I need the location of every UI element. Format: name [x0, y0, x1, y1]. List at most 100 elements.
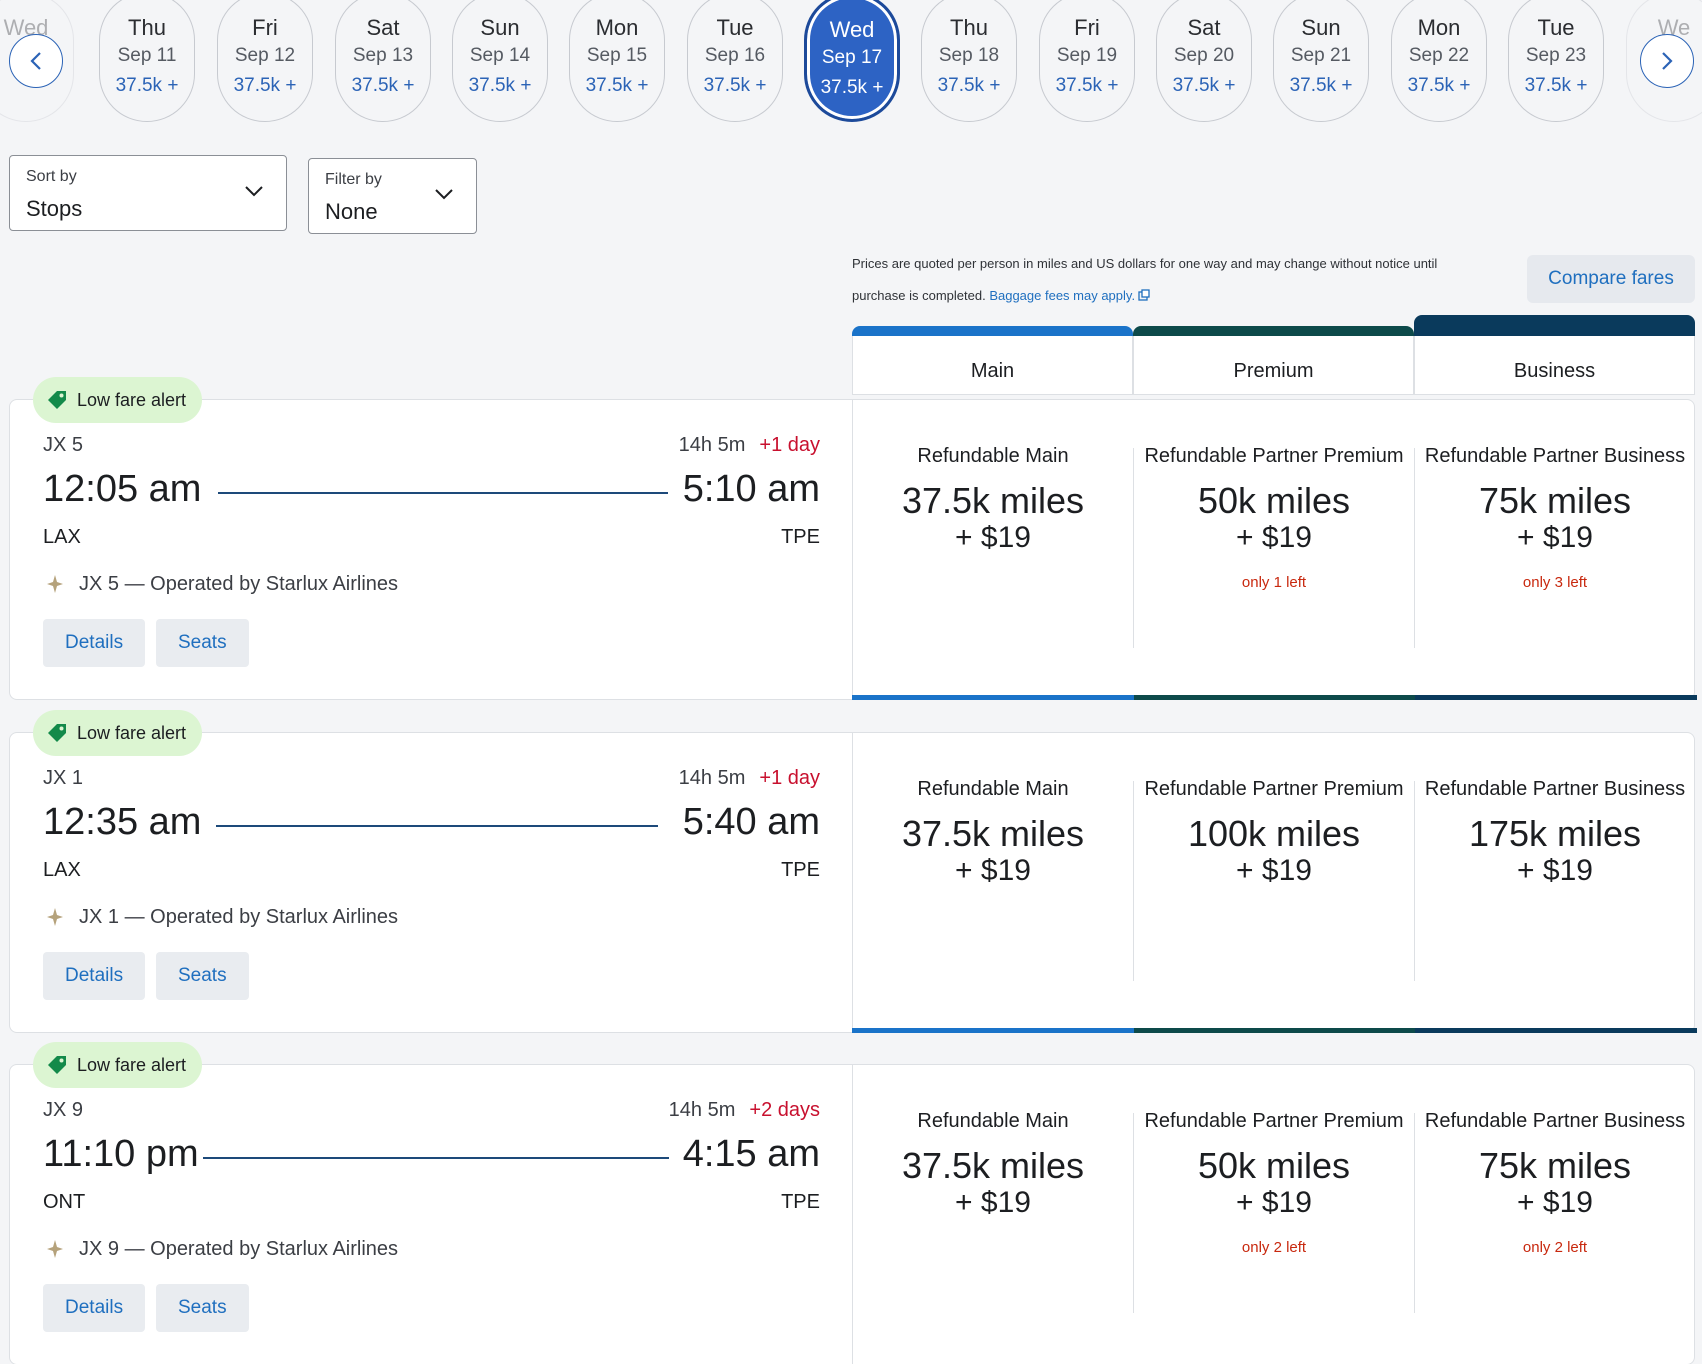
filter-by-select[interactable]: Filter by None	[308, 158, 477, 234]
fare-tax: + $19	[1236, 1186, 1312, 1219]
date-pill-price: 37.5k +	[937, 75, 1001, 96]
date-pill[interactable]: Thu Sep 18 37.5k +	[921, 0, 1017, 122]
fare-main[interactable]: Refundable Main 37.5k miles + $19	[853, 773, 1133, 889]
chevron-down-icon	[245, 186, 263, 197]
fare-options-card: Refundable Main 37.5k miles + $19 Refund…	[852, 399, 1697, 700]
cabin-header-main[interactable]: Main	[852, 326, 1133, 395]
fare-name: Refundable Partner Premium	[1144, 445, 1404, 467]
flight-duration: 14h 5m +2 days	[669, 1099, 820, 1122]
fare-name: Refundable Main	[917, 445, 1069, 467]
date-pill[interactable]: Mon Sep 22 37.5k +	[1391, 0, 1487, 122]
fare-premium[interactable]: Refundable Partner Premium 50k miles + $…	[1134, 440, 1414, 591]
operated-by: JX 5 — Operated by Starlux Airlines	[43, 572, 398, 596]
cabin-header-label: Premium	[1233, 360, 1314, 382]
date-pill-price: 37.5k +	[1289, 75, 1353, 96]
baggage-fees-link[interactable]: Baggage fees may apply.	[989, 288, 1150, 303]
date-pill-price: 37.5k +	[1407, 75, 1471, 96]
date-pill-price: 37.5k +	[468, 75, 532, 96]
seats-left: only 2 left	[1241, 1239, 1307, 1256]
flight-info-card: JX 5 14h 5m +1 day 12:05 am 5:10 am LAX T…	[9, 399, 853, 700]
sort-by-select[interactable]: Sort by Stops	[9, 155, 287, 231]
date-pill-price: 37.5k +	[820, 77, 884, 98]
date-pill[interactable]: Sun Sep 21 37.5k +	[1273, 0, 1369, 122]
next-dates-button[interactable]	[1640, 34, 1694, 88]
date-pill[interactable]: Sat Sep 13 37.5k +	[335, 0, 431, 122]
fare-tax: + $19	[955, 521, 1031, 554]
external-link-icon	[1138, 289, 1150, 301]
date-pill-price: 37.5k +	[1055, 75, 1119, 96]
sort-by-label: Sort by	[26, 168, 77, 185]
seats-button[interactable]: Seats	[156, 1284, 249, 1332]
departure-time: 11:10 pm	[43, 1133, 199, 1175]
fare-divider	[1414, 1113, 1415, 1313]
date-pill-selected[interactable]: Wed Sep 17 37.5k +	[804, 0, 900, 122]
fare-premium[interactable]: Refundable Partner Premium 100k miles + …	[1134, 773, 1414, 889]
date-pill[interactable]: Thu Sep 11 37.5k +	[99, 0, 195, 122]
filter-by-value: None	[325, 199, 378, 224]
fare-main[interactable]: Refundable Main 37.5k miles + $19	[853, 1105, 1133, 1221]
fare-divider	[1414, 448, 1415, 648]
compare-fares-button[interactable]: Compare fares	[1527, 255, 1695, 303]
date-pill-dow: Sat	[1187, 15, 1221, 40]
date-pill-date: Sep 21	[1290, 45, 1352, 66]
date-pill[interactable]: Sat Sep 20 37.5k +	[1156, 0, 1252, 122]
seats-button[interactable]: Seats	[156, 619, 249, 667]
details-button[interactable]: Details	[43, 619, 146, 667]
date-pill-dow: Wed	[829, 17, 875, 42]
seats-left: only 1 left	[1241, 574, 1307, 591]
date-pill-date: Sep 13	[352, 45, 414, 66]
starlux-logo-icon	[47, 1240, 63, 1258]
seats-button[interactable]: Seats	[156, 952, 249, 1000]
cabin-color-bar	[852, 1028, 1134, 1033]
arrival-airport: TPE	[781, 859, 820, 881]
sort-by-value: Stops	[26, 196, 83, 221]
date-pill-date: Sep 17	[821, 47, 883, 68]
cabin-color-bar	[852, 695, 1134, 700]
details-button[interactable]: Details	[43, 1284, 146, 1332]
cabin-header-business[interactable]: Business	[1414, 315, 1695, 395]
date-pill-date: Sep 19	[1056, 45, 1118, 66]
departure-time: 12:05 am	[43, 468, 202, 510]
date-pill[interactable]: Tue Sep 16 37.5k +	[687, 0, 783, 122]
prev-dates-button[interactable]	[9, 34, 63, 88]
cabin-header-premium[interactable]: Premium	[1133, 326, 1414, 395]
flight-info-card: JX 1 14h 5m +1 day 12:35 am 5:40 am LAX T…	[9, 732, 853, 1033]
arrival-time: 5:40 am	[682, 801, 820, 843]
fare-divider	[1133, 448, 1134, 648]
date-pill-dow: Mon	[595, 15, 639, 40]
chevron-left-icon	[30, 52, 41, 70]
arrival-time: 5:10 am	[682, 468, 820, 510]
day-offset: +1 day	[759, 767, 820, 789]
date-pill[interactable]: Mon Sep 15 37.5k +	[569, 0, 665, 122]
fare-business[interactable]: Refundable Partner Business 175k miles +…	[1415, 773, 1695, 889]
fare-main[interactable]: Refundable Main 37.5k miles + $19	[853, 440, 1133, 556]
departure-time: 12:35 am	[43, 801, 202, 843]
fare-business[interactable]: Refundable Partner Business 75k miles + …	[1415, 440, 1695, 591]
arrival-time: 4:15 am	[682, 1133, 820, 1175]
cabin-header-label: Business	[1513, 360, 1596, 382]
date-pill[interactable]: Fri Sep 19 37.5k +	[1039, 0, 1135, 122]
date-pill[interactable]: Fri Sep 12 37.5k +	[217, 0, 313, 122]
fare-name: Refundable Partner Premium	[1144, 1110, 1404, 1132]
date-pill-date: Sep 16	[704, 45, 766, 66]
seats-left: only 3 left	[1522, 574, 1588, 591]
arrival-airport: TPE	[781, 1191, 820, 1213]
date-pill-date: Sep 20	[1173, 45, 1235, 66]
date-pill[interactable]: Sun Sep 14 37.5k +	[452, 0, 548, 122]
date-pill-date: Sep 11	[117, 45, 177, 66]
departure-airport: LAX	[43, 859, 81, 881]
details-button[interactable]: Details	[43, 952, 146, 1000]
fare-premium[interactable]: Refundable Partner Premium 50k miles + $…	[1134, 1105, 1414, 1256]
date-pill-date: Sep 14	[469, 45, 531, 66]
fare-name: Refundable Partner Business	[1424, 778, 1686, 800]
chevron-right-icon	[1662, 52, 1673, 70]
date-pill-price: 37.5k +	[703, 75, 767, 96]
fare-business[interactable]: Refundable Partner Business 75k miles + …	[1415, 1105, 1695, 1256]
date-pill[interactable]: Tue Sep 23 37.5k +	[1508, 0, 1604, 122]
fare-options-card: Refundable Main 37.5k miles + $19 Refund…	[852, 732, 1697, 1033]
fare-divider	[1133, 1113, 1134, 1313]
starlux-logo-icon	[47, 908, 63, 926]
fare-tax: + $19	[1517, 1186, 1593, 1219]
route-line	[216, 825, 658, 827]
date-pill-dow: Sun	[480, 15, 520, 40]
